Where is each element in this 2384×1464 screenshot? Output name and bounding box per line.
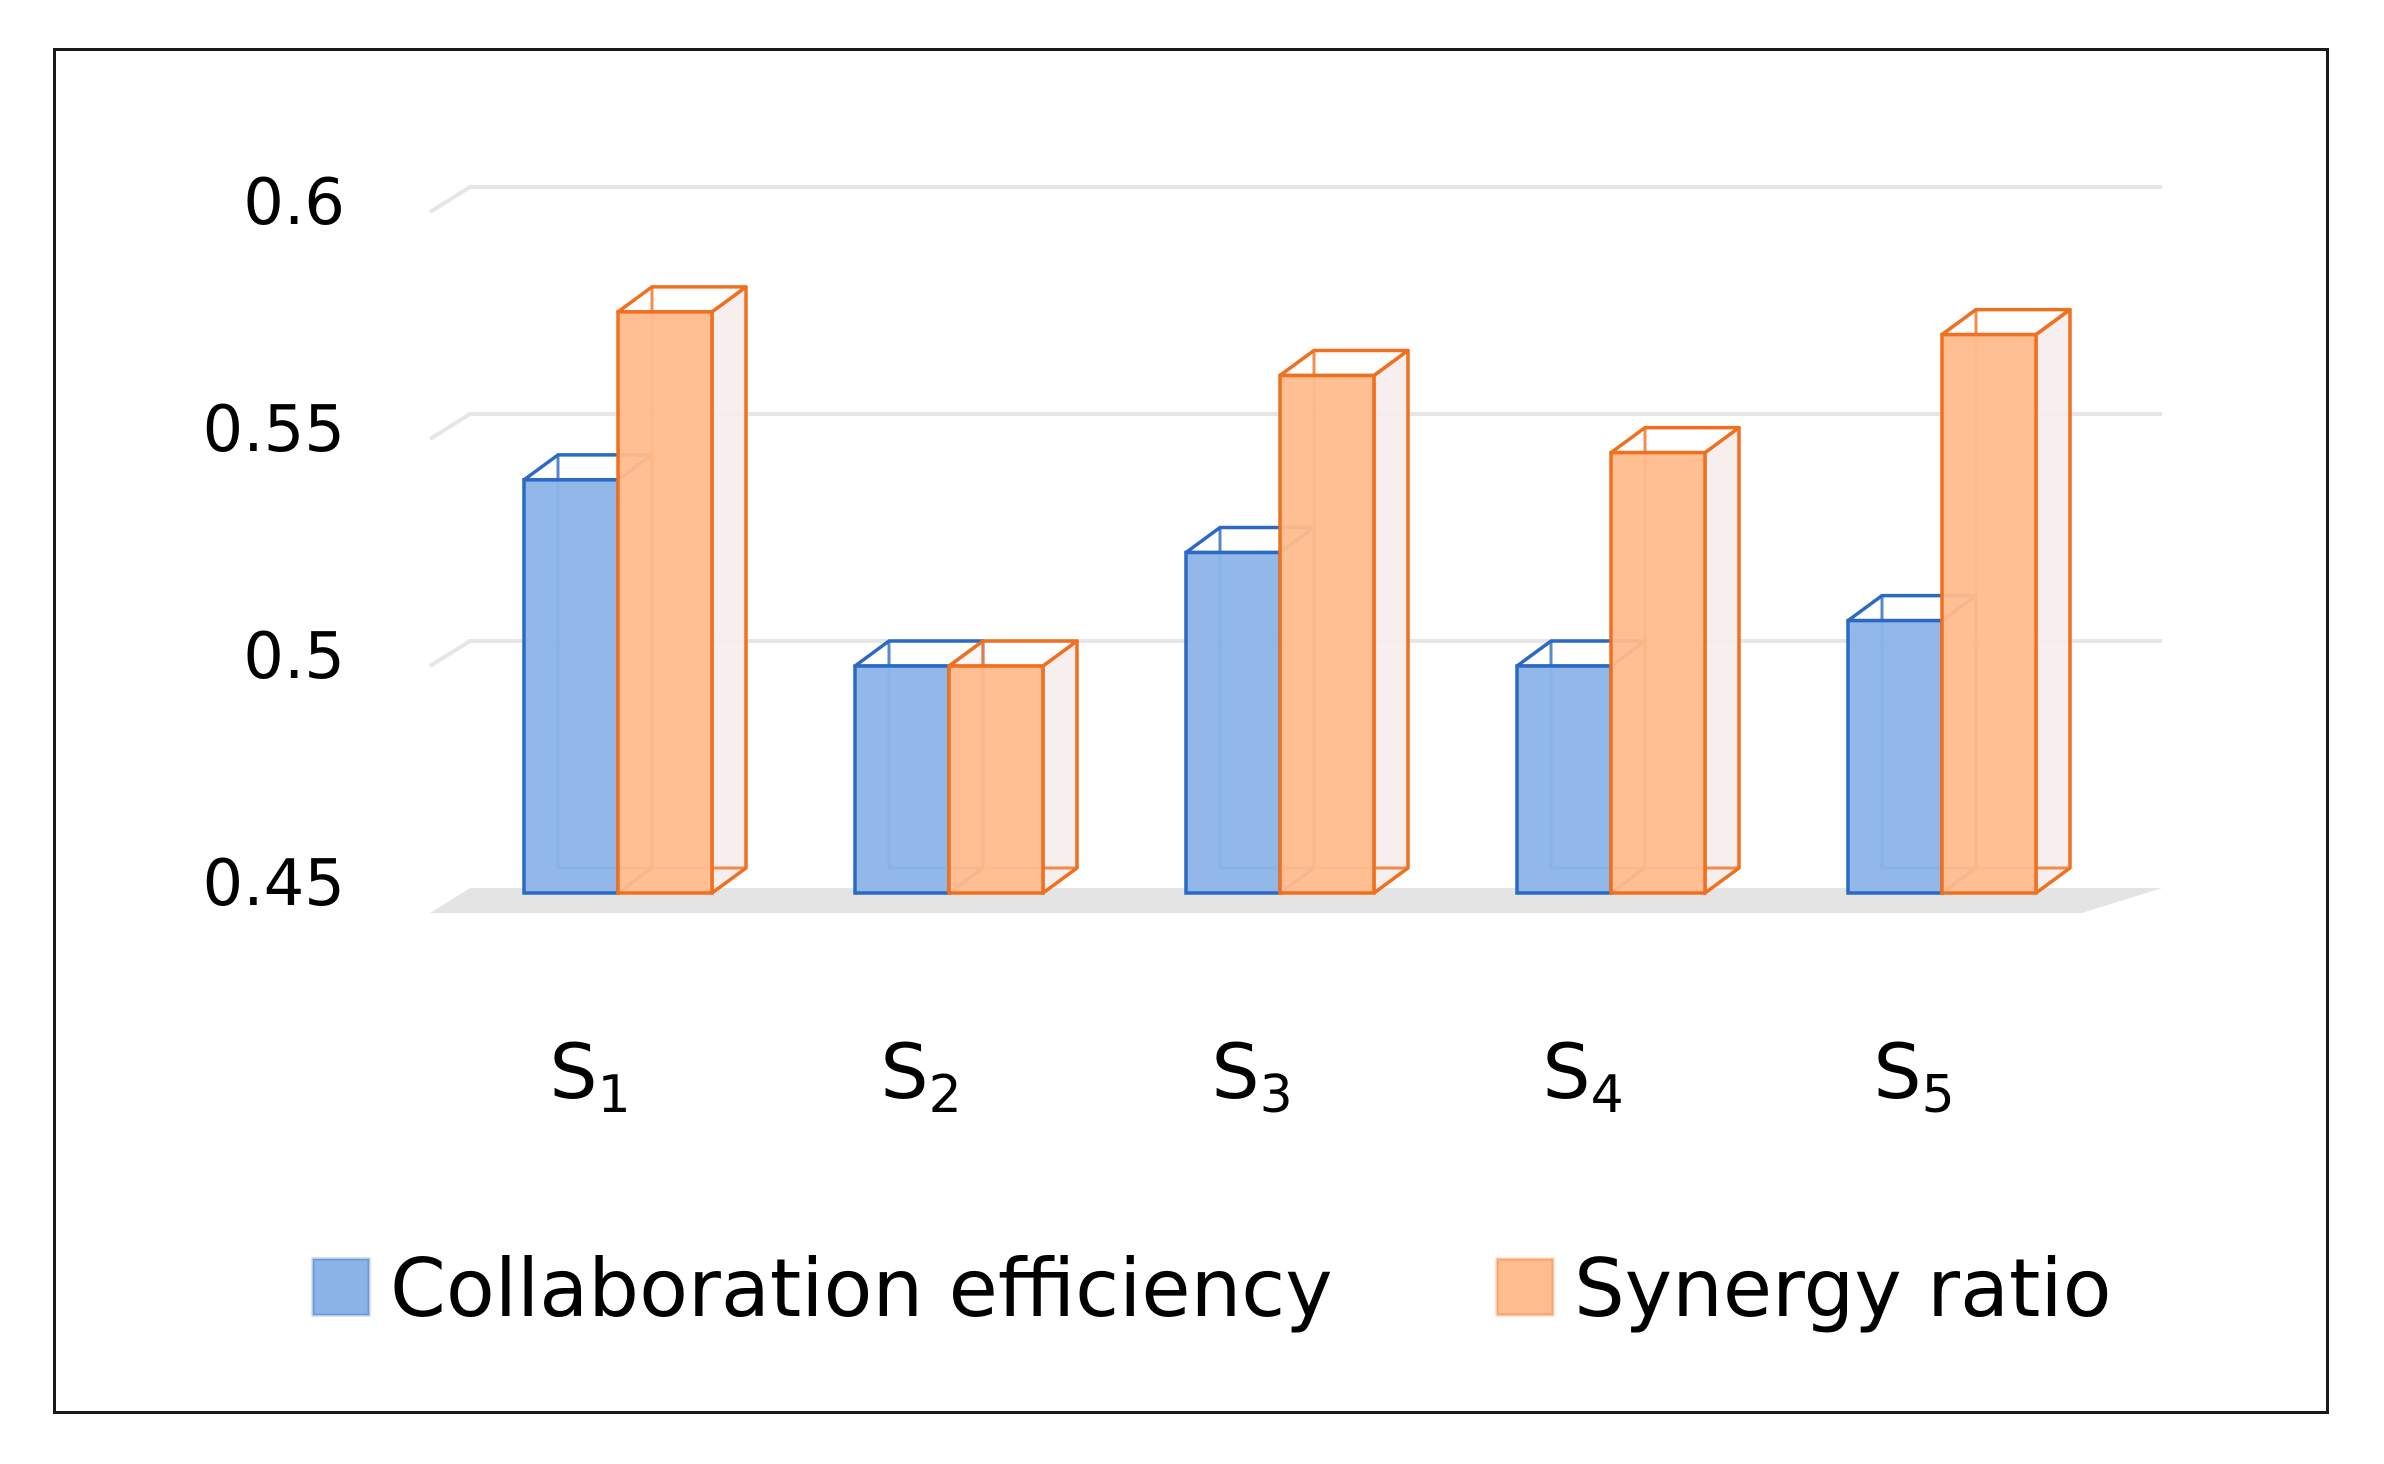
legend: Collaboration efficiency Synergy ratio — [311, 1242, 2112, 1335]
bars-layer — [522, 285, 2072, 895]
x-category-label: S3 — [1211, 1027, 1292, 1125]
y-axis-ticks: 0.6 0.55 0.5 0.45 — [203, 166, 346, 921]
x-category-label: S1 — [549, 1027, 630, 1125]
legend-label-collaboration: Collaboration efficiency — [390, 1242, 1333, 1335]
bar-synergy-ratio-S2 — [947, 639, 1079, 895]
y-tick-label: 0.45 — [203, 847, 346, 921]
x-category-label: S4 — [1542, 1027, 1623, 1125]
bar-synergy-ratio-S1 — [616, 285, 748, 895]
bar-synergy-ratio-S4 — [1609, 425, 1741, 895]
x-category-label: S2 — [880, 1027, 961, 1125]
bar-synergy-ratio-S5 — [1940, 307, 2072, 895]
y-tick-label: 0.5 — [243, 620, 345, 694]
gridline-0 — [428, 185, 2162, 214]
bar-synergy-ratio-S3 — [1278, 348, 1410, 895]
legend-label-synergy: Synergy ratio — [1574, 1242, 2112, 1335]
x-category-label: S5 — [1873, 1027, 1954, 1125]
y-tick-label: 0.55 — [203, 393, 346, 467]
legend-swatch-synergy — [1495, 1257, 1555, 1317]
y-tick-label: 0.6 — [243, 166, 345, 240]
x-axis-categories: S1 S2 S3 S4 S5 — [549, 1027, 1954, 1125]
legend-swatch-collaboration — [311, 1257, 371, 1317]
gridline-1 — [428, 412, 2162, 441]
